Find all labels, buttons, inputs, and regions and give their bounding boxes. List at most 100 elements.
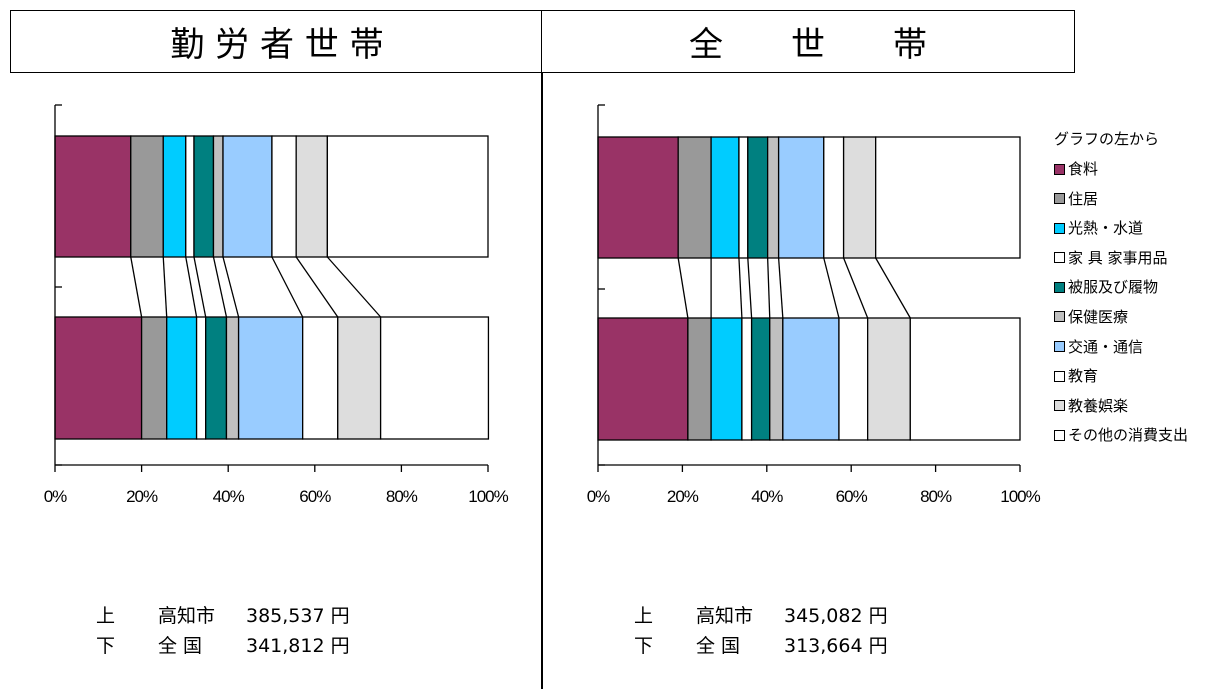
header-all-households: 全 世 帯	[541, 10, 1075, 73]
bar-segment	[842, 136, 877, 259]
legend-label: 教育	[1068, 367, 1099, 386]
legend-item: 光熱・水道	[1054, 217, 1188, 239]
connector-line	[738, 257, 743, 319]
connector-line	[843, 257, 869, 319]
bar-segment	[212, 135, 224, 258]
bar-segment	[54, 316, 143, 440]
legend-swatch	[1054, 252, 1065, 264]
x-tick-label: 20%	[667, 487, 699, 506]
totals-row-upper: 上 高知市 385,537 円	[96, 601, 350, 631]
bar-segment	[337, 316, 382, 440]
bar-segment	[597, 136, 679, 259]
totals-place: 全 国	[158, 635, 203, 657]
legend-item: その他の消費支出	[1054, 424, 1188, 446]
x-tick-label: 40%	[213, 487, 245, 506]
bar-segment	[162, 135, 187, 258]
legend-swatch	[1054, 400, 1065, 412]
legend-label: その他の消費支出	[1068, 426, 1189, 445]
legend-label: 光熱・水道	[1068, 219, 1144, 238]
bar-segment	[130, 135, 164, 258]
bar-segment	[738, 136, 749, 259]
totals-place: 高知市	[158, 605, 216, 627]
bar-segment	[782, 317, 840, 441]
bar-segment	[769, 317, 784, 441]
legend-label: 保健医療	[1068, 307, 1129, 326]
bar-segment	[54, 135, 132, 258]
header-workers-households: 勤 労 者 世 帯	[10, 10, 543, 73]
bar-segment	[193, 135, 215, 258]
legend-item: 家 具 家事用品	[1054, 247, 1188, 269]
bar-segment	[237, 316, 304, 440]
connector-line	[777, 257, 784, 319]
connector-line	[875, 257, 911, 319]
bar-segment	[838, 317, 869, 441]
totals-amount: 341,812 円	[246, 635, 350, 657]
bar-segment	[222, 135, 273, 258]
legend-swatch	[1054, 281, 1065, 293]
connector-line	[130, 256, 143, 318]
bar-segment	[710, 317, 743, 441]
legend-title: グラフの左から	[1054, 130, 1160, 148]
totals-amount: 313,664 円	[784, 635, 888, 657]
legend-item: 教養娯楽	[1054, 395, 1188, 417]
connector-line	[271, 256, 304, 318]
panel-divider	[541, 73, 543, 689]
bar-segment	[909, 317, 1021, 441]
bar-segment	[777, 136, 825, 259]
bar-segment	[302, 316, 339, 440]
totals-position: 下	[96, 635, 116, 657]
totals-row-lower: 下 全 国 313,664 円	[634, 631, 888, 661]
legend-item: 食料	[1054, 158, 1188, 180]
totals-position: 下	[634, 635, 654, 657]
totals-position: 上	[634, 605, 654, 627]
legend-label: 交通・通信	[1068, 337, 1144, 356]
legend-swatch	[1054, 370, 1065, 382]
connector-line	[185, 256, 198, 318]
x-tick-label: 40%	[751, 487, 783, 506]
totals-position: 上	[96, 605, 116, 627]
legend-swatch	[1054, 163, 1065, 175]
bar-segment	[677, 136, 712, 259]
x-tick-label: 100%	[468, 487, 508, 506]
x-tick-label: 0%	[44, 487, 67, 506]
connector-line	[212, 256, 228, 318]
legend-item: 交通・通信	[1054, 336, 1188, 358]
legend-swatch	[1054, 222, 1065, 234]
header-title: 全 世 帯	[689, 25, 927, 65]
legend-label: 食料	[1068, 160, 1099, 178]
bar-segment	[379, 316, 490, 440]
bar-segment	[750, 317, 771, 441]
bar-segment	[710, 136, 740, 259]
legend-label: 被服及び履物	[1068, 278, 1159, 297]
bar-segment	[766, 136, 780, 259]
bar-segment	[326, 135, 489, 258]
bar-segment	[225, 316, 240, 440]
connector-line	[326, 256, 382, 318]
bar-segment	[687, 317, 712, 441]
legend-item: 教育	[1054, 365, 1188, 387]
x-tick-label: 100%	[1000, 487, 1040, 506]
legend-swatch	[1054, 429, 1065, 441]
connector-line	[222, 256, 240, 318]
bar-segment	[166, 316, 198, 440]
bar-segment	[741, 317, 753, 441]
x-tick-label: 80%	[386, 487, 418, 506]
bar-segment	[140, 316, 168, 440]
connector-line	[162, 256, 168, 318]
legend-swatch	[1054, 193, 1065, 205]
legend: グラフの左から 食料住居光熱・水道家 具 家事用品 被服及び履物 保健医療交通・通信…	[1054, 128, 1188, 454]
totals-row-lower: 下 全 国 341,812 円	[96, 631, 350, 661]
totals-right: 上 高知市 345,082 円 下 全 国 313,664 円	[634, 601, 888, 661]
bar-segment	[295, 135, 329, 258]
x-tick-label: 60%	[299, 487, 331, 506]
legend-label: 家 具 家事用品	[1068, 248, 1168, 267]
x-tick-label: 0%	[587, 487, 610, 506]
legend-item: 住居	[1054, 188, 1188, 210]
x-tick-label: 60%	[836, 487, 868, 506]
legend-swatch	[1054, 311, 1065, 323]
totals-amount: 385,537 円	[246, 605, 350, 627]
totals-amount: 345,082 円	[784, 605, 888, 627]
bar-segment	[867, 317, 911, 441]
legend-label: 住居	[1068, 189, 1099, 208]
